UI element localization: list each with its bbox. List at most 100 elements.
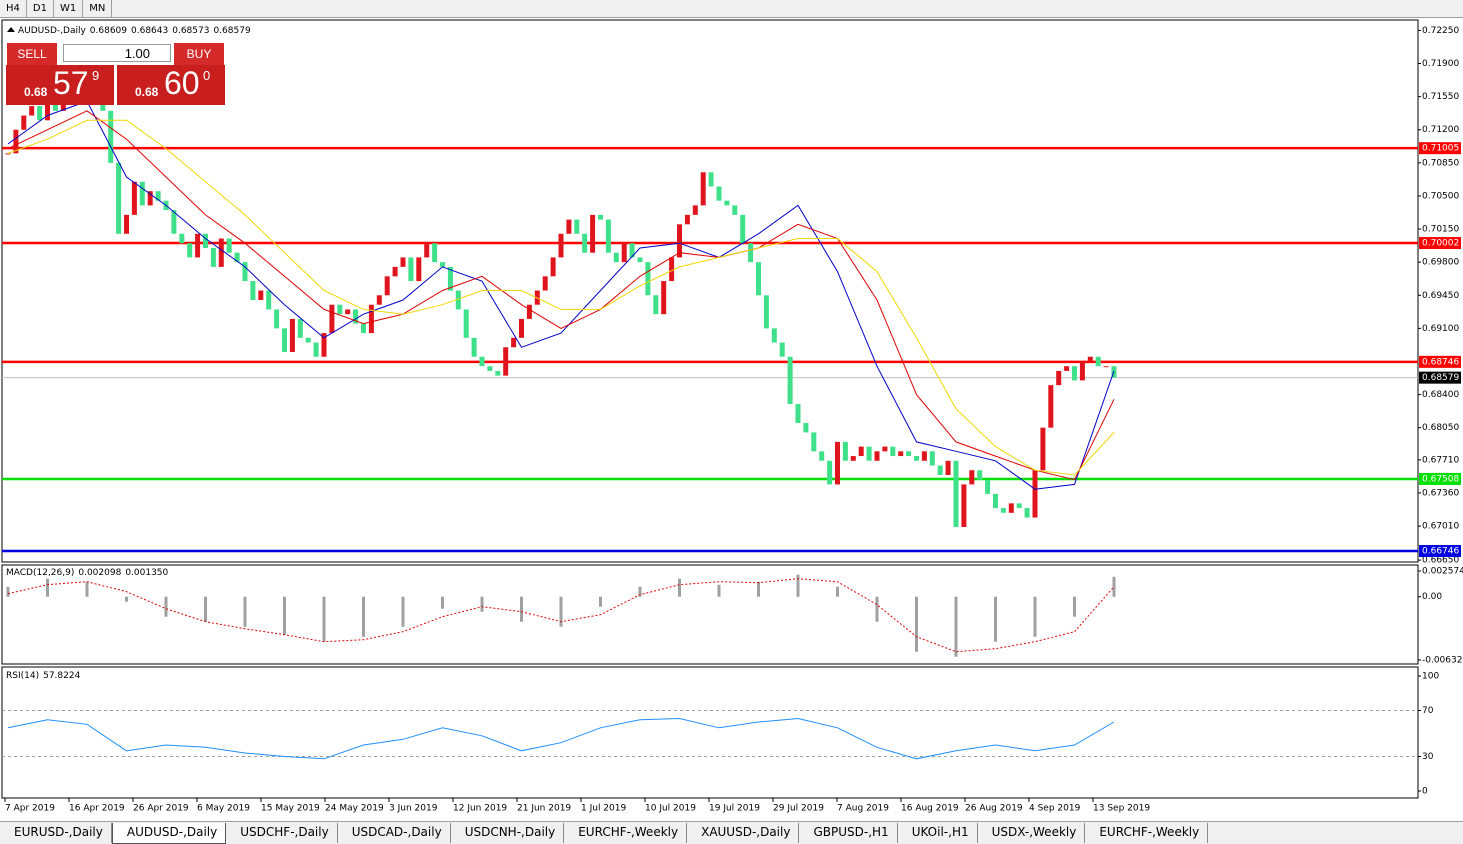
candle xyxy=(487,366,493,371)
y-tick-label: 100 xyxy=(1422,672,1439,682)
panel-frame xyxy=(1,666,1419,799)
chart-tab[interactable]: USDCAD-,Daily xyxy=(338,823,451,843)
timeframe-button[interactable]: H4 xyxy=(0,0,27,17)
candle xyxy=(471,337,477,357)
x-tick-label: 1 Jul 2019 xyxy=(581,804,626,814)
candle xyxy=(234,252,240,263)
buy-price[interactable]: 0.68 60 0 xyxy=(117,65,225,105)
chart-tab[interactable]: EURCHF-,Weekly xyxy=(564,823,688,843)
candle xyxy=(590,214,596,253)
price-point: 0 xyxy=(203,68,211,83)
candle xyxy=(993,493,998,509)
candle xyxy=(605,219,611,253)
chart-tab[interactable]: AUDUSD-,Daily xyxy=(111,823,227,844)
level-box xyxy=(1419,355,1461,368)
macd-bar xyxy=(599,596,602,607)
rsi-line xyxy=(7,717,1115,760)
x-tick-label: 12 Jun 2019 xyxy=(453,804,507,814)
candle xyxy=(763,295,769,329)
candle xyxy=(740,214,746,244)
candle xyxy=(645,262,651,296)
header-arrow xyxy=(7,27,15,32)
macd-bar xyxy=(1112,576,1116,597)
candle xyxy=(716,186,722,201)
level-label: 0.66746 xyxy=(1422,547,1459,557)
level-label: 0.70002 xyxy=(1422,239,1459,249)
candle xyxy=(313,342,319,357)
candle xyxy=(1040,427,1046,471)
candle xyxy=(795,404,801,423)
timeframe-button[interactable]: W1 xyxy=(54,0,84,17)
chart-tab[interactable]: XAUUSD-,Daily xyxy=(687,823,800,843)
timeframe-button[interactable]: MN xyxy=(83,0,113,17)
candle xyxy=(226,238,232,253)
x-tick-label: 3 Jun 2019 xyxy=(389,804,438,814)
candle xyxy=(210,247,216,267)
macd-signal xyxy=(7,578,1115,653)
candle xyxy=(929,451,935,466)
candle xyxy=(266,290,272,310)
candle xyxy=(1016,503,1022,509)
candle xyxy=(677,224,682,258)
macd-bar xyxy=(283,596,286,635)
lot-input[interactable]: 1.00 xyxy=(63,44,171,62)
y-tick-label: 0.71900 xyxy=(1422,59,1459,69)
symbol: AUDUSD-,Daily xyxy=(18,26,86,36)
candle xyxy=(116,162,122,234)
candle xyxy=(1032,470,1038,518)
macd-bar xyxy=(559,596,563,627)
timeframe-button[interactable]: D1 xyxy=(27,0,54,17)
chart-tab[interactable]: GBPUSD-,H1 xyxy=(799,823,898,843)
sell-button[interactable]: SELL xyxy=(6,42,58,66)
candle xyxy=(526,304,532,319)
y-tick-label: 0.67710 xyxy=(1422,455,1459,465)
y-tick-label: 0.68400 xyxy=(1422,390,1459,400)
y-tick-label: 0.71200 xyxy=(1422,125,1459,135)
y-tick-label: 0.72250 xyxy=(1422,26,1459,36)
macd-bar xyxy=(6,586,10,597)
chart-tab[interactable]: EURUSD-,Daily xyxy=(0,823,112,843)
y-tick-label: 0.70150 xyxy=(1422,225,1459,235)
chart-tab[interactable]: USDX-,Weekly xyxy=(978,823,1086,843)
x-tick-label: 24 May 2019 xyxy=(325,804,384,814)
current-price-label: 0.68579 xyxy=(1422,373,1459,383)
candle xyxy=(748,243,754,263)
x-tick-label: 16 Apr 2019 xyxy=(69,804,125,814)
sell-price[interactable]: 0.68 57 9 xyxy=(6,65,114,105)
chart-tab[interactable]: USDCNH-,Daily xyxy=(451,823,565,843)
candle xyxy=(29,106,35,116)
macd-bar xyxy=(322,596,326,642)
candle xyxy=(218,238,224,267)
indicator-value: 0.001350 xyxy=(125,568,168,578)
candle xyxy=(661,281,667,315)
candle xyxy=(779,342,785,357)
candle xyxy=(684,214,690,225)
candle xyxy=(432,243,438,263)
chart-tab[interactable]: USDCHF-,Daily xyxy=(226,823,338,843)
candle xyxy=(108,110,114,163)
buy-button[interactable]: BUY xyxy=(173,42,225,66)
moving-average xyxy=(7,100,1115,490)
candle xyxy=(1056,370,1062,386)
candle xyxy=(250,281,256,300)
candle xyxy=(289,318,295,353)
chart-tab[interactable]: EURCHF-,Weekly xyxy=(1085,823,1209,843)
y-tick-label: 0.69800 xyxy=(1422,258,1459,268)
indicator-value: 0.002098 xyxy=(78,568,121,578)
candle xyxy=(669,257,675,282)
candle xyxy=(187,243,193,258)
chart-tab[interactable]: UKOil-,H1 xyxy=(898,823,978,843)
candle xyxy=(321,333,327,357)
candle xyxy=(850,456,856,461)
candle xyxy=(542,276,548,291)
macd-bar xyxy=(243,596,247,627)
candle xyxy=(898,451,904,457)
macd-bar xyxy=(46,578,49,597)
candle xyxy=(756,262,761,296)
candle xyxy=(400,257,406,267)
candle xyxy=(1103,366,1109,368)
y-tick-label: 0.70850 xyxy=(1422,158,1459,168)
macd-bar xyxy=(954,596,958,657)
candle xyxy=(1064,366,1070,371)
candle xyxy=(329,304,335,334)
